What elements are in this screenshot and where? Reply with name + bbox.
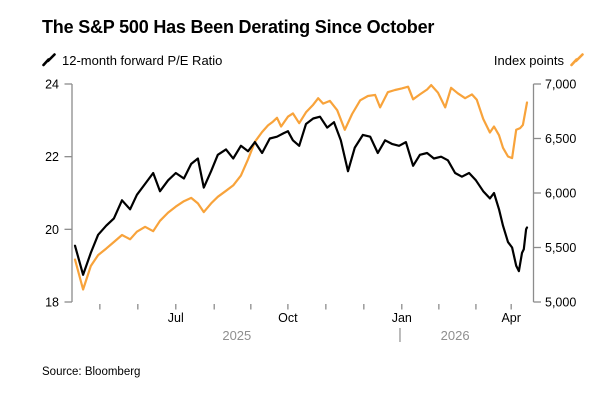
legend-item-pe-ratio: 12-month forward P/E Ratio bbox=[42, 53, 222, 68]
axis-label: Oct bbox=[278, 311, 298, 325]
axis-label: 24 bbox=[45, 78, 59, 92]
axis-label: 5,500 bbox=[545, 241, 576, 255]
legend-right-slash bbox=[570, 53, 584, 67]
legend-left-slash bbox=[42, 53, 56, 67]
axis-label: 2025 bbox=[222, 328, 251, 343]
index-points-line bbox=[73, 83, 529, 291]
axis-label: 5,000 bbox=[545, 296, 576, 310]
series-lines bbox=[73, 83, 529, 291]
axis-label: Jan bbox=[392, 311, 412, 325]
axis-label: 7,000 bbox=[545, 78, 576, 92]
orange-line-slash-icon bbox=[570, 53, 584, 67]
axis-label: 6,500 bbox=[545, 132, 576, 146]
legend-right-label: Index points bbox=[493, 52, 564, 68]
legend-left-label: 12-month forward P/E Ratio bbox=[62, 52, 223, 68]
axis-label: Jul bbox=[168, 311, 184, 325]
source-attribution: Source: Bloomberg bbox=[42, 366, 141, 378]
legend-item-index-points: Index points bbox=[494, 53, 584, 68]
legend: 12-month forward P/E Ratio Index points bbox=[42, 51, 584, 69]
axis-label: Apr bbox=[501, 311, 520, 325]
axis-label: 20 bbox=[45, 223, 59, 237]
left-axis: 24 22 20 18 bbox=[45, 78, 73, 310]
page-title: The S&P 500 Has Been Derating Since Octo… bbox=[42, 17, 435, 37]
x-axis: Jul Oct Jan Apr 2025 2026 bbox=[99, 304, 521, 343]
axis-label: 18 bbox=[45, 296, 59, 310]
right-axis: 7,000 6,500 6,000 5,500 5,000 bbox=[532, 78, 576, 310]
pe-ratio-line bbox=[73, 115, 529, 276]
black-line-slash-icon bbox=[42, 53, 56, 67]
axis-label: 6,000 bbox=[545, 187, 576, 201]
axis-label: 22 bbox=[45, 150, 59, 164]
axis-label: 2026 bbox=[441, 328, 470, 343]
